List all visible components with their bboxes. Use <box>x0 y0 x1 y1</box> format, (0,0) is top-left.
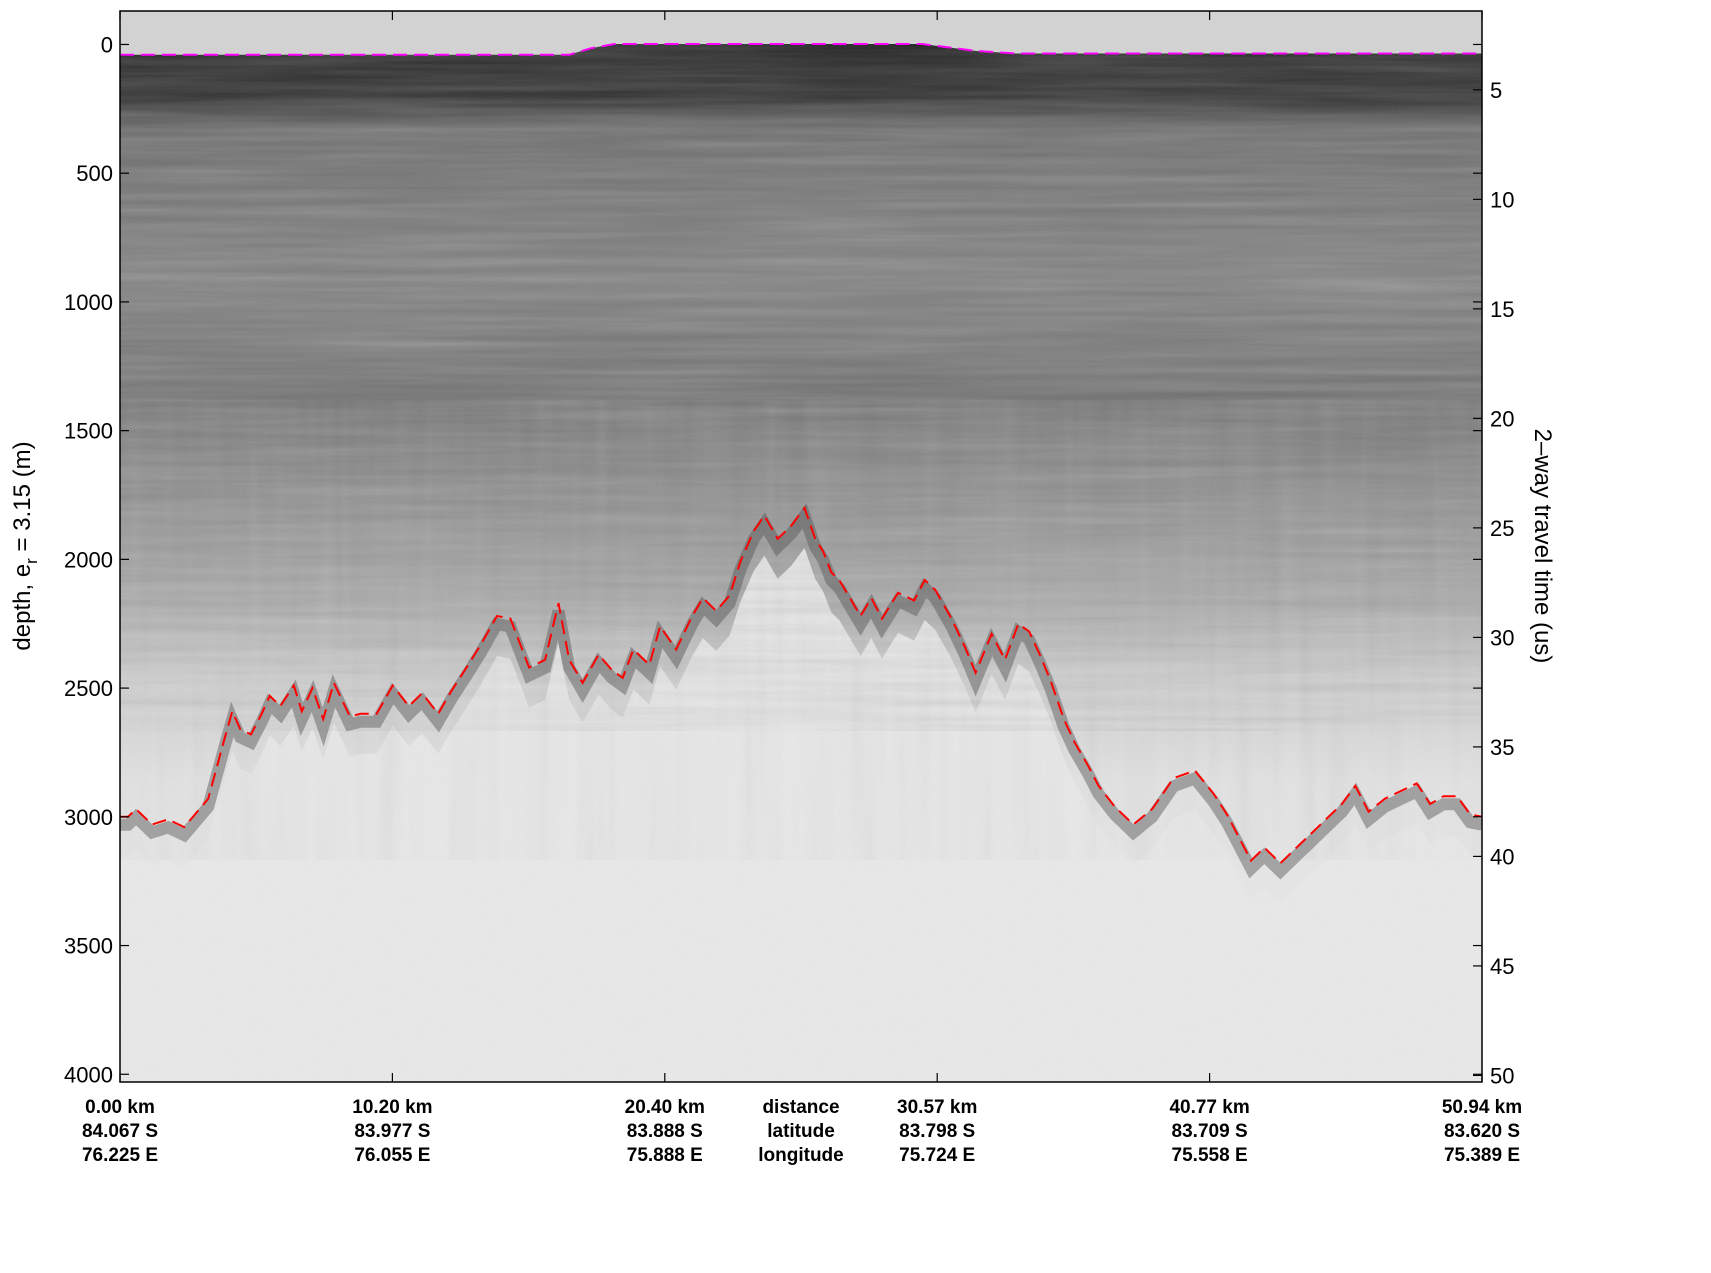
right-tick-label: 5 <box>1490 78 1502 103</box>
left-tick-label: 2500 <box>64 676 113 701</box>
bottom-longitude-label: 76.225 E <box>82 1145 158 1166</box>
right-tick-label: 25 <box>1490 516 1514 541</box>
right-tick-label: 10 <box>1490 187 1514 212</box>
left-tick-label: 1000 <box>64 290 113 315</box>
right-tick-label: 30 <box>1490 625 1514 650</box>
bottom-longitude-label: 75.724 E <box>899 1145 975 1166</box>
bottom-header-latitude: latitude <box>767 1121 835 1142</box>
left-tick-label: 4000 <box>64 1062 113 1087</box>
right-tick-label: 40 <box>1490 844 1514 869</box>
bottom-header-distance: distance <box>762 1097 839 1118</box>
bottom-longitude-label: 75.389 E <box>1444 1145 1520 1166</box>
bottom-distance-label: 10.20 km <box>352 1097 432 1118</box>
plot-area <box>120 11 1482 1082</box>
y-axis-title-right: 2–way travel time (us) <box>1529 429 1556 664</box>
bottom-latitude-label: 83.977 S <box>354 1121 430 1142</box>
plot-frame <box>119 10 1483 1083</box>
bottom-distance-label: 30.57 km <box>897 1097 977 1118</box>
bottom-latitude-label: 83.888 S <box>627 1121 703 1142</box>
bottom-header-longitude: longitude <box>758 1145 843 1166</box>
bottom-distance-label: 50.94 km <box>1442 1097 1522 1118</box>
bottom-distance-label: 20.40 km <box>625 1097 705 1118</box>
bottom-latitude-label: 84.067 S <box>82 1121 158 1142</box>
bottom-distance-label: 0.00 km <box>85 1097 155 1118</box>
left-tick-label: 1500 <box>64 419 113 444</box>
right-twt-axis: 5 10 15 20 25 30 35 40 45 50 <box>1473 78 1514 1088</box>
bed-pick-line <box>120 505 1482 865</box>
bottom-location-axis: 0.00 km 84.067 S 76.225 E 10.20 km 83.977 S 7… <box>82 11 1522 1166</box>
bottom-longitude-label: 75.888 E <box>627 1145 703 1166</box>
bed-echo-band <box>120 503 1482 880</box>
bottom-longitude-label: 75.558 E <box>1172 1145 1248 1166</box>
y-axis-title-left: depth, er = 3.15 (m) <box>9 441 41 650</box>
left-tick-label: 2000 <box>64 547 113 572</box>
bottom-longitude-label: 76.055 E <box>354 1145 430 1166</box>
air-region-above-surface <box>120 11 1482 55</box>
left-tick-label: 0 <box>101 32 113 57</box>
speckle-noise-texture <box>120 11 1482 1082</box>
bottom-distance-label: 40.77 km <box>1169 1097 1249 1118</box>
right-tick-label: 35 <box>1490 735 1514 760</box>
right-tick-label: 20 <box>1490 406 1514 431</box>
left-tick-label: 3500 <box>64 934 113 959</box>
bottom-latitude-label: 83.620 S <box>1444 1121 1520 1142</box>
right-tick-label: 50 <box>1490 1063 1514 1088</box>
left-depth-axis: 0 500 1000 1500 2000 2500 3000 3500 4000 <box>64 32 1482 1087</box>
left-tick-label: 3000 <box>64 805 113 830</box>
right-tick-label: 45 <box>1490 954 1514 979</box>
bottom-latitude-label: 83.798 S <box>899 1121 975 1142</box>
right-tick-label: 15 <box>1490 297 1514 322</box>
left-tick-label: 500 <box>76 161 113 186</box>
bottom-latitude-label: 83.709 S <box>1172 1121 1248 1142</box>
surface-pick-line <box>120 43 1482 56</box>
